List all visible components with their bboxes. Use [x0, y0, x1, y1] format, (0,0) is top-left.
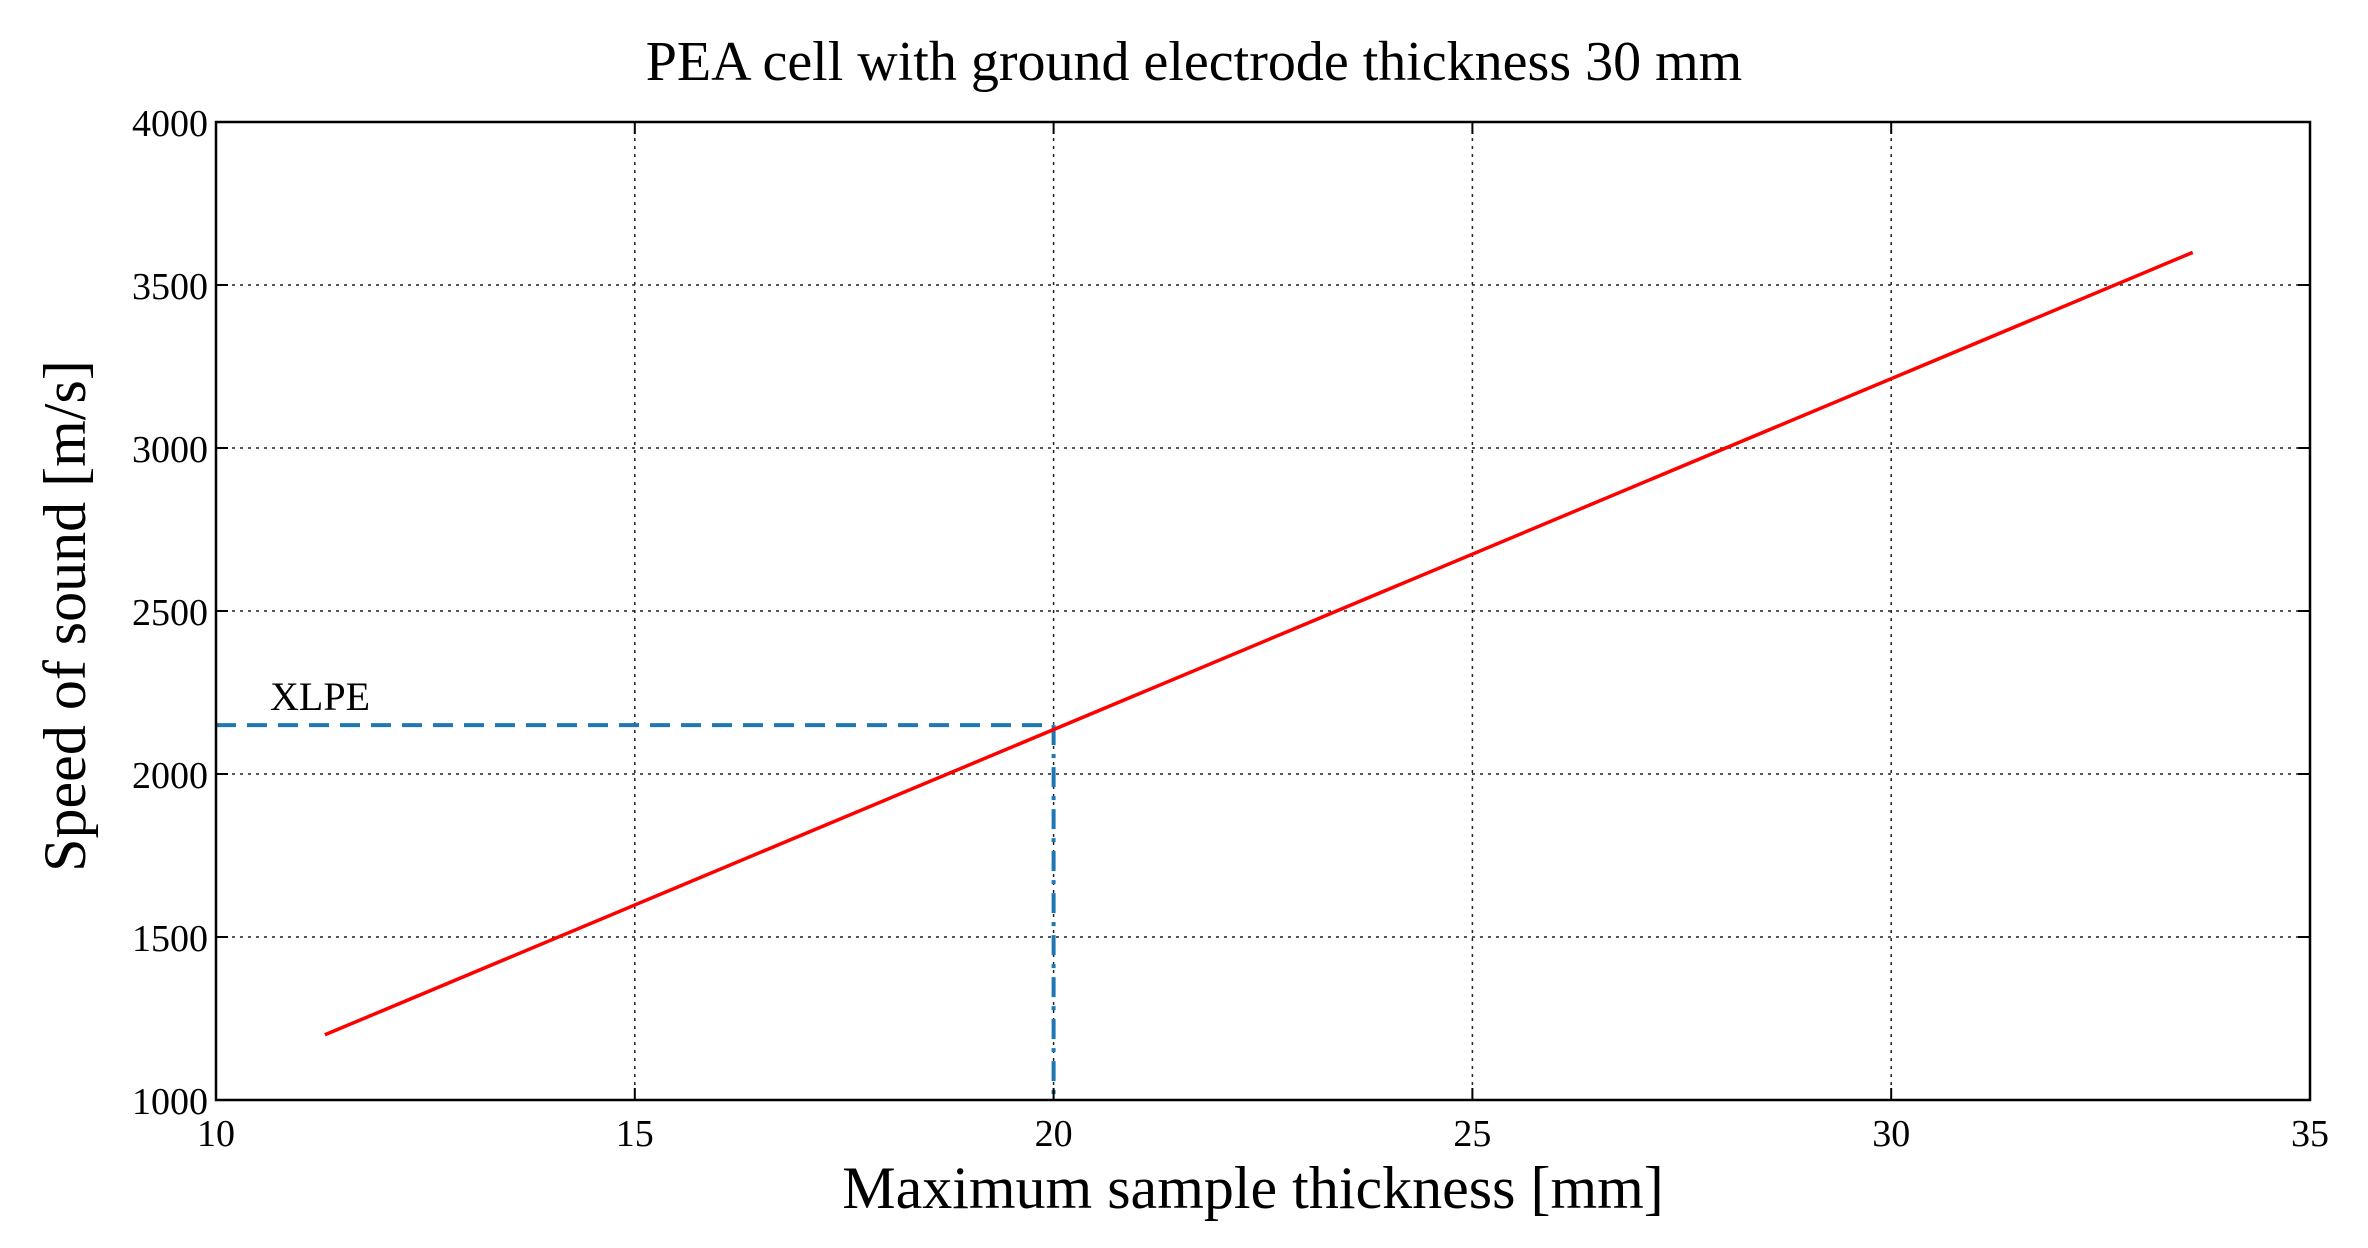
reference-lines: XLPE — [216, 674, 1056, 1100]
x-tick-label: 15 — [616, 1113, 654, 1155]
x-axis-label: Maximum sample thickness [mm] — [842, 1155, 1664, 1221]
y-tick-label: 3000 — [132, 429, 208, 471]
y-axis-label: Speed of sound [m/s] — [32, 360, 98, 872]
y-tick-label: 1000 — [132, 1081, 208, 1123]
x-tick-label: 25 — [1453, 1113, 1491, 1155]
y-tick-label: 3500 — [132, 266, 208, 308]
y-tick-label: 2500 — [132, 592, 208, 634]
grid — [216, 122, 2310, 1100]
series-line — [324, 250, 2194, 1037]
chart-title: PEA cell with ground electrode thickness… — [646, 31, 1742, 93]
x-tick-label: 35 — [2291, 1113, 2329, 1155]
x-tick-label: 30 — [1872, 1113, 1910, 1155]
y-tick-label: 4000 — [132, 103, 208, 145]
annotation-label: XLPE — [270, 674, 370, 719]
y-tick-label: 2000 — [132, 755, 208, 797]
series — [324, 250, 2194, 1037]
x-tick-label: 20 — [1035, 1113, 1073, 1155]
y-tick-label: 1500 — [132, 918, 208, 960]
x-tick-label: 10 — [197, 1113, 235, 1155]
ticks: 10 15 20 25 30 35 1000 1500 2000 2500 3000 3500 4000 — [132, 103, 2329, 1155]
